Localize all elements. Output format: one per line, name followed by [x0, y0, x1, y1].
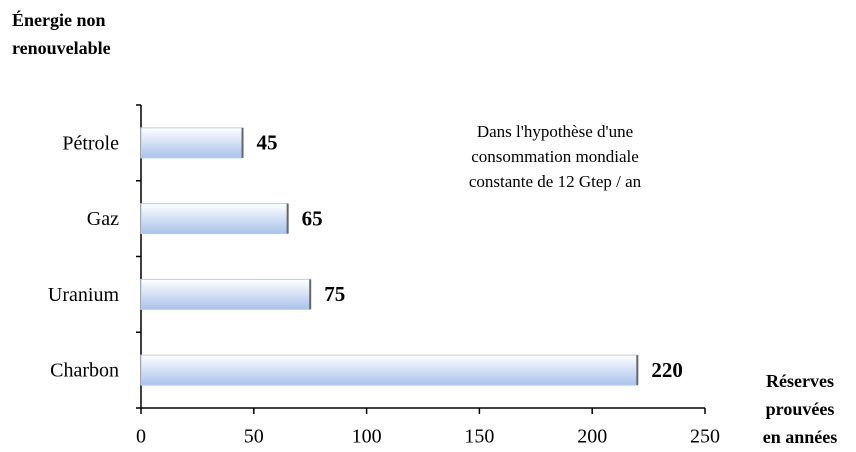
value-label: 65: [302, 206, 323, 230]
value-label: 75: [324, 282, 345, 306]
x-tick-label: 250: [690, 426, 720, 448]
y-tick-label: Uranium: [48, 284, 120, 306]
x-axis-title: Réserves: [766, 371, 834, 391]
x-tick-label: 100: [352, 426, 382, 448]
x-axis-title: prouvées: [766, 399, 835, 419]
x-tick-label: 50: [244, 426, 264, 448]
value-label: 220: [651, 358, 683, 382]
y-axis-title: Énergie non: [12, 9, 106, 30]
x-tick-label: 0: [136, 426, 146, 448]
value-label: 45: [257, 131, 278, 155]
x-tick-label: 150: [464, 426, 494, 448]
y-tick-label: Gaz: [87, 208, 119, 230]
bar: [140, 354, 638, 386]
x-axis-title: en années: [763, 427, 838, 447]
annotation: Dans l'hypothèse d'une: [477, 122, 633, 141]
bar: [140, 278, 311, 310]
y-axis-title: renouvelable: [12, 38, 111, 58]
y-tick-label: Pétrole: [62, 132, 119, 154]
annotation: constante de 12 Gtep / an: [469, 172, 642, 191]
bar: [140, 127, 244, 159]
bar: [140, 203, 289, 235]
annotation: consommation mondiale: [471, 147, 639, 166]
x-tick-label: 200: [577, 426, 607, 448]
y-tick-label: Charbon: [50, 360, 119, 382]
